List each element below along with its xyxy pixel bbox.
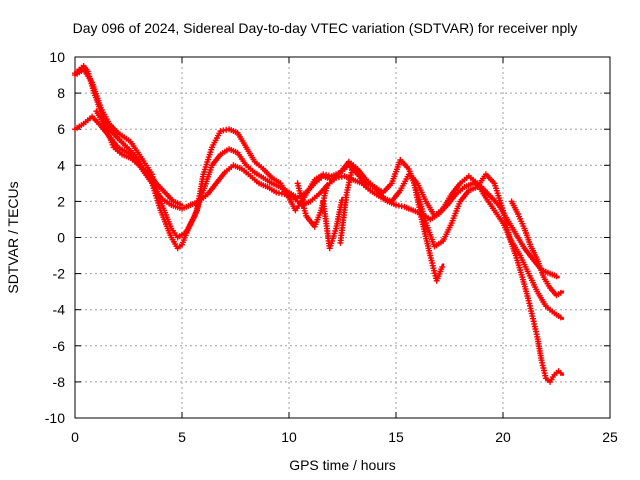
series-markers-track-h — [410, 174, 446, 284]
y-tick-label: -2 — [53, 266, 66, 282]
series-markers-track-c — [72, 113, 560, 280]
y-tick-label: 2 — [57, 193, 65, 209]
y-tick-label: 10 — [49, 49, 65, 65]
series-layer — [72, 63, 565, 385]
series-track-h — [410, 174, 446, 284]
series-markers-track-d — [93, 108, 183, 208]
y-tick-label: -10 — [45, 410, 65, 426]
tick-layer: 0 5 10 15 20 25 -10 -8 -6 -4 -2 0 2 4 6 8 10 — [45, 49, 618, 445]
chart-title: Day 096 of 2024, Sidereal Day-to-day VTE… — [73, 20, 578, 36]
y-axis-label: SDTVAR / TECUs — [5, 181, 21, 293]
x-axis-label: GPS time / hours — [289, 457, 396, 473]
series-markers-track-i — [508, 198, 564, 299]
y-tick-label: 4 — [57, 157, 65, 173]
x-tick-label: 0 — [71, 429, 79, 445]
x-tick-label: 5 — [178, 429, 186, 445]
y-tick-label: -8 — [53, 374, 66, 390]
series-markers-track-b — [72, 66, 564, 321]
y-tick-label: 0 — [57, 230, 65, 246]
series-track-f — [320, 196, 345, 252]
series-line-track-a — [73, 64, 565, 384]
series-track-g — [337, 162, 368, 246]
series-track-b — [72, 66, 565, 321]
series-markers-track-f — [320, 197, 345, 252]
y-tick-label: -6 — [53, 338, 66, 354]
series-track-d — [93, 108, 184, 208]
x-tick-label: 15 — [388, 429, 404, 445]
series-track-i — [508, 198, 565, 299]
y-tick-label: 6 — [57, 121, 65, 137]
x-tick-label: 25 — [602, 429, 618, 445]
x-tick-label: 20 — [495, 429, 511, 445]
series-markers-track-e — [294, 180, 330, 230]
series-track-c — [72, 113, 560, 280]
x-tick-label: 10 — [281, 429, 297, 445]
y-tick-label: -4 — [53, 302, 66, 318]
y-tick-label: 8 — [57, 85, 65, 101]
series-markers-track-g — [337, 162, 368, 246]
